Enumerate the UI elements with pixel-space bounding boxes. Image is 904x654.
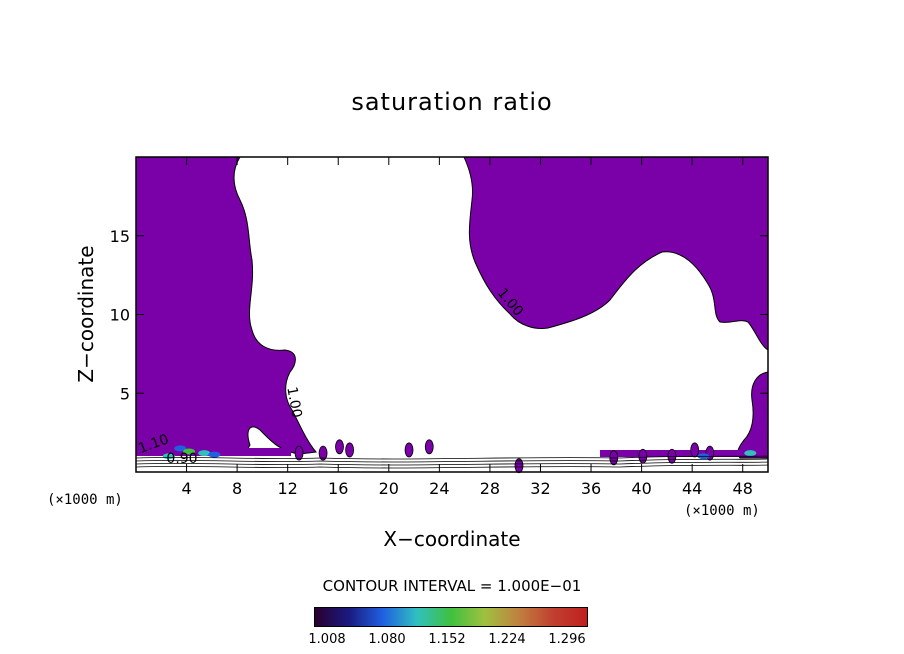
x-tick-label-28: 28 <box>480 479 500 498</box>
x-tick-label-16: 16 <box>328 479 348 498</box>
small-cell-10 <box>690 442 700 458</box>
x-unit-label-left: (×1000 m) <box>47 492 123 508</box>
x-unit-label-right: (×1000 m) <box>684 503 760 519</box>
high-ratio-spot-3 <box>198 450 211 457</box>
high-ratio-spot-4 <box>208 451 221 458</box>
contour-label-1: 1.00 <box>283 386 304 419</box>
x-axis-label: X−coordinate <box>383 527 521 551</box>
chart-title: saturation ratio <box>351 88 553 116</box>
small-cell-4 <box>404 442 414 458</box>
plot-frame <box>135 156 769 473</box>
colorbar-tick-label: 1.008 <box>308 632 346 647</box>
contour-fill-layer <box>135 156 769 474</box>
high-ratio-spot-5 <box>744 450 757 457</box>
high-ratio-spot-2 <box>183 448 196 455</box>
saturated-region-left <box>135 156 317 455</box>
small-cell-5 <box>424 439 434 455</box>
colorbar-tick-label: 1.152 <box>428 632 466 647</box>
small-cell-8 <box>638 448 648 464</box>
colorbar-labels: 1.008 1.080 1.152 1.224 1.296 <box>0 632 904 652</box>
x-tick-label-40: 40 <box>631 479 651 498</box>
saturated-region-lower-right <box>737 371 769 459</box>
y-tick-label-10: 10 <box>110 306 130 325</box>
x-tick-label-36: 36 <box>581 479 601 498</box>
colorbar-tick-label: 1.080 <box>368 632 406 647</box>
colorbar-tick-label: 1.296 <box>548 632 586 647</box>
surface-band-right <box>600 450 768 457</box>
small-cell-1 <box>318 445 328 461</box>
contour-line-3 <box>135 464 769 469</box>
x-tick-label-32: 32 <box>530 479 550 498</box>
high-ratio-spot-1 <box>174 445 187 452</box>
contour-line-layer <box>135 455 769 469</box>
x-tick-label-4: 4 <box>181 479 191 498</box>
contour-line-0 <box>135 455 769 460</box>
colorbar <box>314 607 588 627</box>
y-axis-label: Z−coordinate <box>74 245 98 383</box>
x-tick-label-20: 20 <box>379 479 399 498</box>
x-tick-label-48: 48 <box>733 479 753 498</box>
contour-line-2 <box>135 461 769 466</box>
x-tick-label-24: 24 <box>429 479 449 498</box>
y-tick-label-5: 5 <box>120 384 130 403</box>
x-tick-label-12: 12 <box>278 479 298 498</box>
small-cell-0 <box>294 445 304 461</box>
contour-line-1 <box>135 458 769 463</box>
colorbar-tick-label: 1.224 <box>488 632 526 647</box>
contour-label-2: 0.90 <box>166 451 197 467</box>
saturated-region-upper-right <box>463 156 769 351</box>
contour-interval-label: CONTOUR INTERVAL = 1.000E−01 <box>322 577 582 595</box>
x-tick-label-44: 44 <box>682 479 702 498</box>
y-tick-label-15: 15 <box>110 227 130 246</box>
small-cell-3 <box>345 442 355 458</box>
small-cell-2 <box>335 439 344 455</box>
x-tick-label-8: 8 <box>232 479 242 498</box>
